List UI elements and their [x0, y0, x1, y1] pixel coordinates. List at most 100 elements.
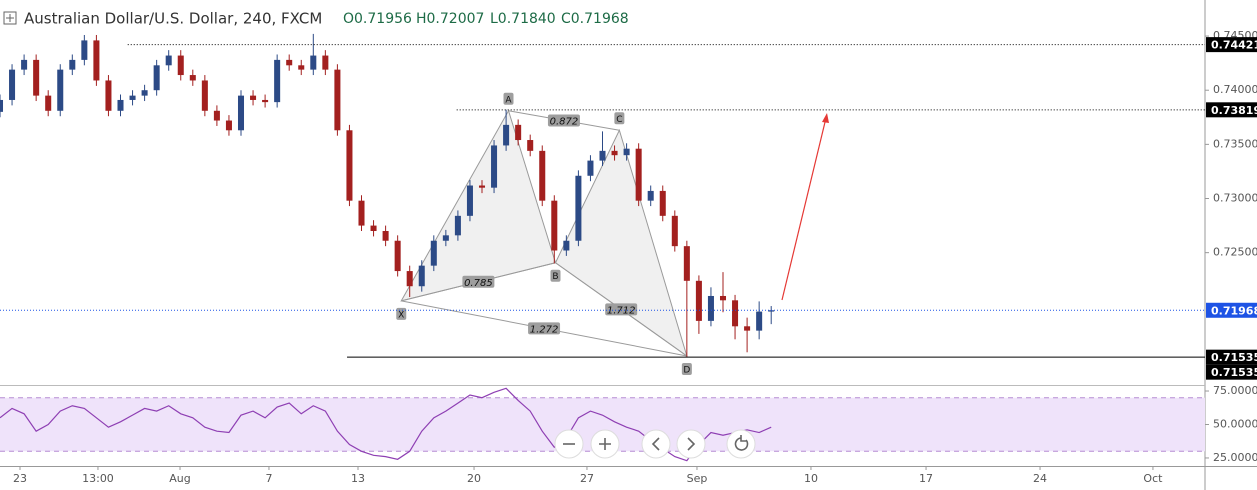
- y-tick-label: 50.0000: [1213, 417, 1257, 430]
- candle-body: [418, 265, 425, 287]
- candle-body: [334, 69, 341, 131]
- candle-body: [394, 240, 401, 272]
- candle-body: [57, 69, 64, 111]
- x-tick-label: 10: [804, 472, 818, 485]
- candle-body: [358, 200, 365, 226]
- ratio-label-bg: [547, 114, 580, 127]
- pattern-triangle: [554, 128, 688, 358]
- candle-body: [406, 271, 413, 287]
- ohlc-low: L0.71840: [490, 11, 556, 27]
- y-tick-label: 0.73000: [1213, 192, 1257, 205]
- candle-body: [286, 59, 293, 66]
- ratio-label: 1.712: [607, 305, 636, 316]
- candle-body: [623, 148, 630, 156]
- candle-body: [21, 59, 28, 70]
- price-label: 0.71535: [1211, 351, 1257, 364]
- arrow-line: [781, 117, 827, 301]
- price-label-bg: [1206, 364, 1257, 380]
- x-tick-label: 20: [467, 472, 481, 485]
- candle-body: [45, 95, 52, 111]
- candle-body: [430, 240, 437, 266]
- point-label: A: [505, 95, 512, 105]
- candle-body: [768, 310, 775, 312]
- candle-body: [683, 246, 690, 281]
- x-tick-label: 13:00: [82, 472, 114, 485]
- x-tick-label: 27: [580, 472, 594, 485]
- x-tick-label: 23: [13, 472, 27, 485]
- x-tick-label: 7: [265, 472, 272, 485]
- candle-body: [93, 40, 100, 81]
- ratio-label: 0.785: [464, 278, 493, 289]
- candle-body: [81, 40, 88, 60]
- candle-body: [274, 59, 281, 103]
- candle-body: [262, 99, 269, 103]
- x-tick-label: 24: [1033, 472, 1047, 485]
- candle-body: [153, 65, 160, 91]
- candle-body: [9, 69, 16, 100]
- x-tick-label: 17: [919, 472, 933, 485]
- candle-body: [478, 185, 486, 188]
- candle-body: [454, 215, 461, 236]
- ohlc-open: O0.71956: [343, 11, 412, 27]
- candle-body: [141, 90, 148, 96]
- price-label: 0.74421: [1211, 39, 1257, 52]
- candle-body: [298, 65, 305, 70]
- candle-body: [69, 59, 76, 70]
- candle-body: [707, 295, 714, 321]
- price-label-bg: [1206, 349, 1257, 365]
- candle-body: [370, 225, 377, 231]
- candle-body: [310, 55, 317, 70]
- candle-body: [563, 240, 570, 251]
- candle-body: [599, 150, 606, 161]
- zoom-out-button[interactable]: [554, 429, 584, 459]
- ohlc-high: H0.72007: [416, 11, 484, 27]
- candle-body: [515, 124, 522, 141]
- candle-body: [539, 150, 546, 201]
- candle-body: [237, 95, 245, 131]
- ratio-label-bg: [605, 303, 638, 316]
- arrow-head: [822, 113, 829, 123]
- candle-body: [346, 130, 353, 201]
- candle-body: [250, 95, 257, 100]
- point-label-bg: [396, 307, 407, 320]
- candle-body: [719, 295, 727, 301]
- ratio-label-bg: [528, 322, 561, 335]
- candle-body: [225, 120, 232, 131]
- y-tick-label: 75.0000: [1213, 384, 1257, 397]
- scroll-right-button[interactable]: [676, 429, 706, 459]
- candle-body: [322, 55, 329, 70]
- candle-body: [659, 190, 666, 216]
- candle-body: [382, 231, 389, 241]
- candle-body: [756, 311, 763, 331]
- price-label-bg: [1206, 102, 1257, 118]
- candle-body: [491, 145, 498, 188]
- ohlc-close: C0.71968: [561, 11, 629, 27]
- candle-body: [647, 190, 654, 201]
- symbol-title: Australian Dollar/U.S. Dollar, 240, FXCM: [24, 10, 322, 28]
- point-label: C: [616, 115, 622, 125]
- point-label: B: [552, 272, 558, 282]
- scroll-left-button[interactable]: [641, 429, 671, 459]
- price-label-bg: [1206, 302, 1257, 318]
- candle-body: [466, 185, 473, 216]
- candle-body: [165, 55, 172, 66]
- y-tick-label: 0.73500: [1213, 137, 1257, 150]
- point-label-bg: [550, 269, 561, 282]
- point-label-bg: [614, 112, 625, 125]
- x-tick-label: Oct: [1143, 472, 1163, 485]
- x-tick-label: Aug: [169, 472, 190, 485]
- candle-body: [527, 140, 534, 151]
- candle-body: [0, 99, 4, 112]
- zoom-in-button[interactable]: [590, 429, 620, 459]
- y-tick-label: 25.0000: [1213, 451, 1257, 464]
- candle-body: [671, 215, 678, 247]
- candle-body: [611, 150, 618, 156]
- candle-body: [117, 99, 124, 111]
- candle-body: [503, 124, 510, 146]
- candle-body: [695, 280, 702, 321]
- x-tick-label: Sep: [687, 472, 708, 485]
- rsi-line: [0, 387, 772, 462]
- ratio-label: 0.872: [550, 117, 579, 128]
- reset-button[interactable]: [726, 429, 756, 459]
